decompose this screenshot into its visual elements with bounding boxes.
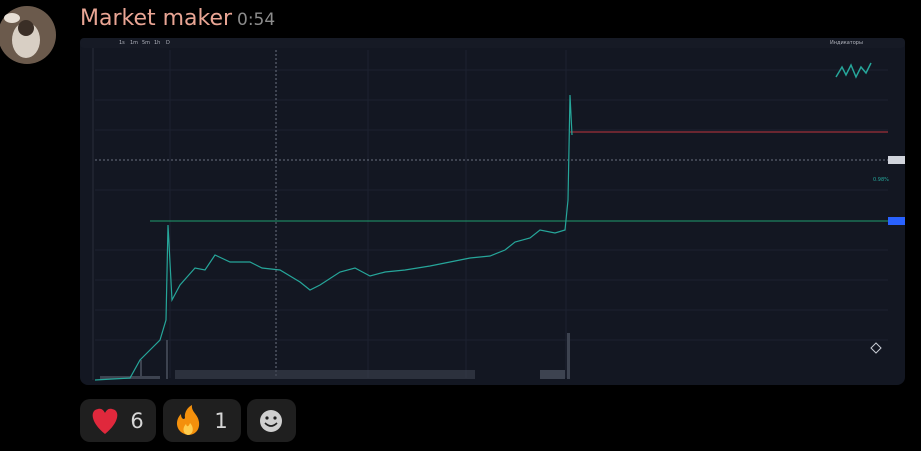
timestamp: 0:54 [237, 10, 275, 30]
reaction-heart[interactable] [80, 399, 156, 442]
chart-image[interactable] [80, 38, 905, 385]
interval[interactable]: 1h [154, 40, 160, 46]
chart-annotation: 0.98% [873, 177, 889, 183]
reaction-count: 6 [130, 409, 143, 433]
interval[interactable]: 5m [142, 40, 150, 46]
interval[interactable]: 1m [130, 40, 138, 46]
reaction-fire[interactable] [163, 399, 241, 442]
author-name[interactable]: Market maker [80, 6, 233, 31]
avatar[interactable] [0, 6, 56, 64]
indicators-button[interactable]: Индикаторы [830, 40, 863, 46]
interval[interactable]: 1s [119, 40, 125, 46]
add-reaction[interactable] [247, 399, 296, 442]
interval[interactable]: D [166, 40, 170, 46]
reaction-count: 1 [214, 409, 227, 433]
